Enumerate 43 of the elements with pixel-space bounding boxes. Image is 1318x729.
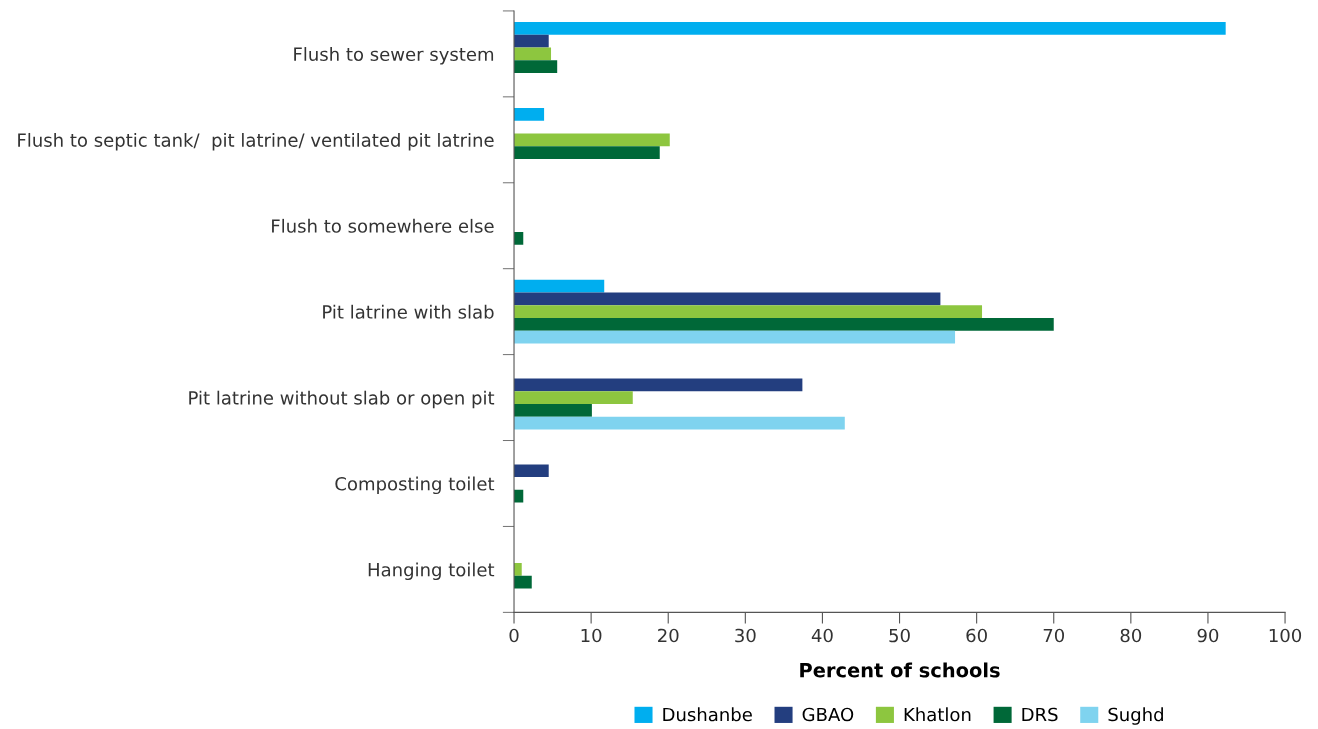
x-tick-label: 70: [1043, 628, 1065, 643]
x-axis-title: Percent of schools: [800, 662, 1000, 678]
legend-label: Khatlon: [904, 707, 971, 722]
x-tick-label: 20: [658, 628, 679, 643]
x-tick-label: 50: [889, 628, 910, 643]
legend-label: DRS: [1022, 707, 1058, 722]
x-tick-label: 60: [966, 628, 987, 643]
y-tick-label: Flush to septic tank/ pit latrine/ ventilated pit latrine: [18, 132, 494, 151]
bar: [514, 107, 545, 121]
bar: [514, 378, 803, 392]
y-tick-label: Composting toilet: [335, 476, 495, 495]
bar: [514, 146, 660, 159]
y-tick-label: Flush to sewer system: [294, 47, 494, 65]
bar: [514, 279, 605, 293]
bar: [514, 391, 633, 404]
bar: [514, 563, 522, 576]
bar: [514, 403, 592, 417]
bar: [514, 318, 1054, 331]
bar: [514, 416, 845, 430]
x-tick-label: 0: [509, 628, 519, 643]
legend-label: GBAO: [802, 707, 854, 722]
bar: [514, 330, 956, 344]
x-tick-label: 80: [1120, 628, 1142, 643]
bar: [514, 575, 532, 589]
bar: [514, 133, 670, 147]
y-tick-label: Pit latrine without slab or open pit: [189, 390, 495, 409]
bar: [514, 464, 549, 478]
bar: [514, 292, 941, 306]
bar: [514, 60, 558, 73]
bar: [514, 305, 983, 319]
bar: [514, 47, 552, 61]
x-tick-label: 40: [811, 628, 833, 643]
x-tick-label: 10: [581, 628, 602, 643]
y-tick-label: Flush to somewhere else: [272, 218, 494, 233]
y-tick-label: Pit latrine with slab: [323, 304, 494, 319]
x-tick-label: 30: [735, 628, 756, 643]
y-tick-label: Hanging toilet: [368, 562, 495, 581]
x-tick-label: 90: [1197, 628, 1219, 643]
x-tick-label: 100: [1269, 628, 1302, 643]
legend-label: Dushanbe: [663, 707, 752, 722]
bar: [514, 22, 1226, 35]
legend-label: Sughd: [1108, 707, 1163, 725]
bar: [514, 34, 549, 48]
